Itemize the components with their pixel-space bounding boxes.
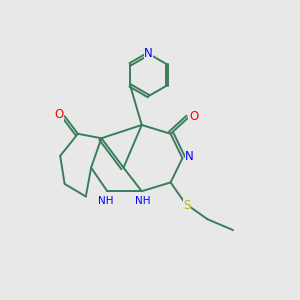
Text: O: O — [189, 110, 198, 123]
Text: O: O — [54, 108, 63, 121]
Text: NH: NH — [98, 196, 114, 206]
Text: N: N — [144, 47, 153, 60]
Text: N: N — [185, 150, 194, 163]
Text: S: S — [183, 200, 190, 212]
Text: NH: NH — [136, 196, 151, 206]
